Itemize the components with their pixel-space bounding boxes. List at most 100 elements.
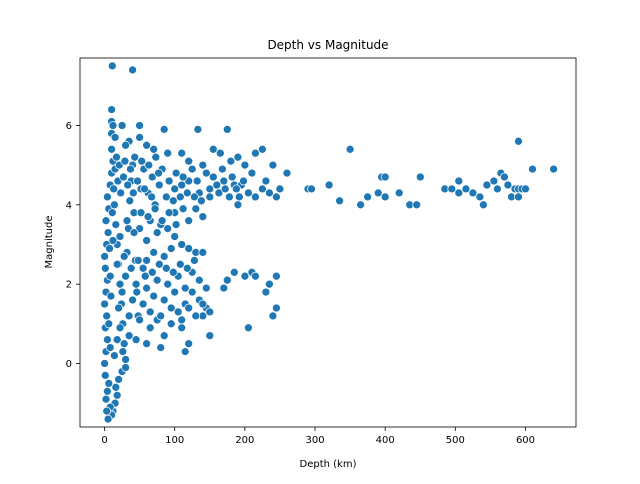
data-point	[191, 311, 201, 321]
data-point	[105, 271, 115, 281]
data-point	[120, 156, 130, 166]
data-point	[151, 152, 161, 162]
data-point	[232, 184, 241, 194]
data-point	[261, 287, 271, 297]
data-point	[147, 172, 157, 182]
x-axis-label: Depth (km)	[300, 459, 357, 470]
y-axis-label: Magnitude	[44, 216, 55, 269]
data-point	[102, 406, 112, 416]
data-point	[528, 164, 537, 174]
data-point	[140, 184, 149, 194]
data-point	[110, 351, 119, 360]
data-point	[201, 168, 211, 178]
data-point	[112, 390, 122, 400]
data-point	[140, 271, 150, 281]
data-point	[182, 263, 192, 273]
data-point	[171, 220, 181, 229]
data-point	[258, 144, 267, 154]
data-point	[265, 188, 274, 198]
data-point	[251, 148, 260, 158]
data-point	[117, 287, 127, 297]
data-point	[268, 311, 278, 321]
data-point	[180, 347, 190, 356]
data-point	[190, 256, 199, 265]
data-point	[142, 339, 151, 349]
data-point	[380, 192, 390, 202]
data-point	[282, 168, 292, 178]
y-tick-label: 6	[66, 121, 72, 132]
data-point	[131, 335, 141, 345]
data-point	[154, 259, 164, 269]
data-point	[182, 188, 192, 198]
data-point	[493, 184, 502, 194]
y-tick-label: 0	[66, 359, 72, 370]
data-point	[128, 295, 137, 305]
data-point	[454, 176, 464, 186]
data-point	[198, 299, 208, 309]
data-point	[145, 323, 155, 333]
data-point	[144, 160, 154, 170]
data-point	[105, 244, 114, 253]
data-point	[159, 125, 169, 134]
data-point	[178, 172, 188, 182]
data-point	[135, 315, 144, 325]
data-point	[103, 386, 112, 396]
x-axis: 0 100 200 300 400 500 600	[101, 427, 535, 446]
data-point	[102, 311, 112, 321]
data-point	[114, 303, 123, 313]
data-point	[138, 263, 148, 273]
data-point	[268, 160, 278, 170]
data-point	[489, 176, 499, 186]
data-point	[233, 200, 243, 210]
data-point	[101, 394, 111, 404]
data-point	[115, 323, 125, 333]
data-point	[166, 319, 176, 329]
data-point	[161, 192, 171, 202]
data-point	[212, 180, 222, 190]
data-point	[100, 252, 109, 261]
data-point	[514, 136, 523, 146]
data-point	[503, 180, 513, 190]
x-tick-label: 500	[446, 435, 465, 446]
data-point	[163, 279, 173, 289]
data-point	[219, 283, 229, 293]
data-point	[168, 267, 178, 277]
data-point	[215, 148, 225, 158]
data-point	[184, 156, 194, 166]
data-point	[135, 121, 144, 130]
data-point	[218, 164, 227, 174]
data-point	[119, 172, 128, 182]
data-point	[107, 144, 116, 154]
data-point	[150, 204, 160, 214]
data-point	[137, 156, 147, 166]
data-point	[126, 263, 136, 273]
data-point	[128, 188, 138, 198]
data-point	[272, 192, 281, 202]
data-point	[193, 125, 203, 134]
data-point	[108, 236, 118, 245]
data-point	[154, 180, 164, 190]
data-point	[112, 259, 122, 269]
data-point	[258, 184, 267, 194]
data-point	[244, 323, 253, 333]
data-point	[177, 323, 187, 333]
data-point	[394, 188, 404, 198]
data-point	[163, 224, 173, 233]
data-point	[106, 291, 116, 301]
data-point	[171, 168, 181, 178]
data-point	[184, 216, 194, 226]
data-point	[468, 188, 478, 198]
data-point	[118, 347, 128, 356]
data-point	[198, 248, 208, 257]
data-point	[147, 192, 156, 202]
data-point	[373, 188, 383, 198]
data-point	[198, 160, 208, 170]
data-point	[147, 267, 157, 277]
data-point	[161, 263, 171, 273]
data-point	[116, 188, 126, 198]
data-point	[159, 252, 169, 261]
data-point	[108, 121, 118, 130]
data-point	[265, 279, 274, 289]
data-point	[482, 180, 492, 190]
data-point	[175, 259, 185, 269]
